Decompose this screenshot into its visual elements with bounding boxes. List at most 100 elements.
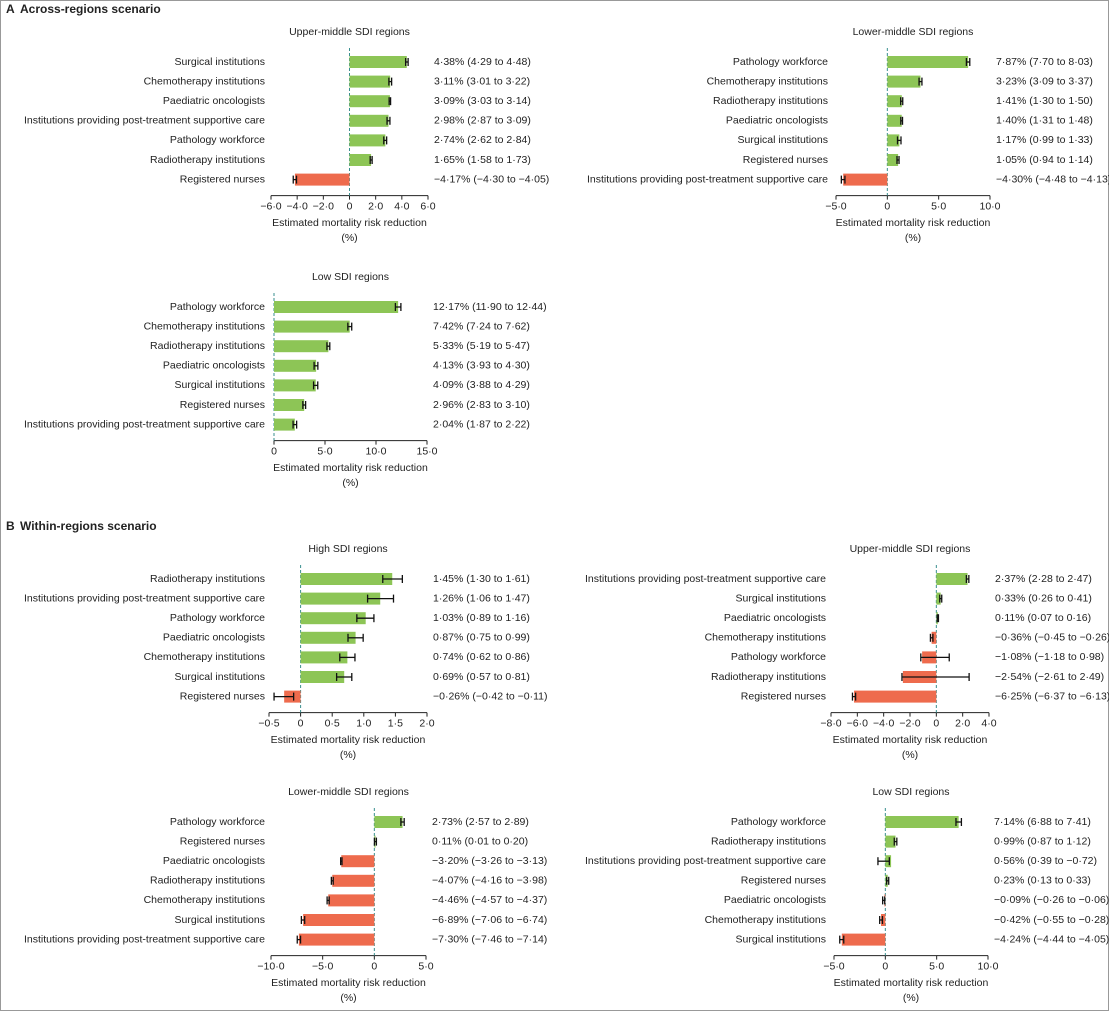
error-bar [918, 77, 923, 86]
category-label: Paediatric oncologists [163, 632, 265, 644]
category-label: Registered nurses [180, 835, 265, 847]
bar [300, 651, 348, 664]
error-bar [896, 156, 900, 164]
value-label: −0·09% (−0·26 to −0·06) [994, 894, 1109, 906]
error-bar [877, 857, 890, 866]
x-tick-label: 5·0 [317, 445, 332, 457]
bar [332, 874, 375, 887]
x-tick-label: −5·0 [825, 200, 846, 212]
error-bar [900, 116, 904, 125]
error-bar [302, 401, 307, 409]
bar [887, 114, 902, 127]
bar [887, 154, 899, 166]
error-bar [404, 58, 409, 66]
bar [349, 154, 372, 166]
x-tick-label: 5·0 [931, 200, 946, 212]
error-bar [330, 876, 334, 885]
error-bar [356, 614, 375, 623]
value-label: 1·05% (0·94 to 1·14) [996, 154, 1093, 166]
value-label: −1·08% (−1·18 to 0·98) [995, 651, 1104, 663]
x-tick-label: −2·0 [313, 200, 334, 212]
bar [328, 894, 375, 907]
value-label: −4·17% (−4·30 to −4·05) [434, 173, 549, 185]
category-label: Radiotherapy institutions [150, 340, 265, 352]
error-bar [851, 692, 857, 701]
category-label: Chemotherapy institutions [705, 914, 826, 926]
category-label: Surgical institutions [736, 933, 826, 945]
x-axis-label-box: Estimated mortality risk reduction (%) [271, 977, 426, 1004]
x-tick-label: −5·0 [312, 960, 333, 972]
bar [298, 933, 375, 946]
x-tick-label: 0 [884, 200, 890, 212]
category-label: Surgical institutions [736, 592, 826, 604]
chart-title: Lower-middle SDI regions [853, 26, 974, 38]
category-label: Institutions providing post-treatment su… [585, 573, 826, 585]
value-label: −0·42% (−0·55 to −0·28) [994, 914, 1109, 926]
value-label: 3·09% (3·03 to 3·14) [434, 95, 531, 107]
x-tick-label: −10·0 [257, 960, 284, 972]
value-label: 0·56% (0·39 to −0·72) [994, 855, 1097, 867]
category-label: Chemotherapy institutions [144, 651, 265, 663]
error-bar [896, 136, 902, 145]
x-axis-label-box: Estimated mortality risk reduction (%) [270, 733, 426, 761]
value-label: −6·89% (−7·06 to −6·74) [432, 914, 547, 926]
error-bar [273, 692, 295, 701]
x-tick-label: −6·0 [847, 717, 868, 729]
value-label: 1·45% (1·30 to 1·61) [433, 573, 530, 585]
bar [274, 301, 399, 313]
value-label: 7·42% (7·24 to 7·62) [433, 320, 530, 332]
category-label: Paediatric oncologists [724, 612, 826, 624]
chart-title: Low SDI regions [312, 271, 389, 283]
x-axis-label: Estimated mortality risk reduction (%) [832, 733, 988, 761]
x-tick-label: 6·0 [420, 200, 435, 212]
bar [843, 173, 888, 186]
x-axis-label-box: Estimated mortality risk reduction (%) [834, 977, 989, 1004]
bar [931, 631, 937, 644]
value-label: 2·74% (2·62 to 2·84) [434, 134, 531, 146]
error-bar [335, 673, 353, 681]
error-bar [929, 633, 934, 642]
bar [294, 173, 350, 186]
value-label: 0·23% (0·13 to 0·33) [994, 875, 1091, 887]
error-bar [292, 175, 298, 184]
bar [274, 340, 329, 353]
x-tick-label: 10·0 [979, 200, 1000, 212]
error-bar [339, 857, 343, 866]
x-axis-label: Estimated mortality risk reduction (%) [270, 733, 426, 761]
category-label: Pathology workforce [170, 612, 265, 624]
value-label: −6·25% (−6·37 to −6·13) [995, 690, 1109, 702]
bar [300, 592, 381, 605]
error-bar [313, 361, 319, 370]
category-label: Paediatric oncologists [726, 115, 828, 127]
x-axis-label: Estimated mortality risk reduction (%) [272, 216, 427, 244]
value-label: 12·17% (11·90 to 12·44) [433, 301, 547, 313]
x-axis-label-box: Estimated mortality risk reduction (%) [836, 217, 991, 244]
error-bar [394, 303, 402, 311]
category-label: Radiotherapy institutions [150, 154, 265, 166]
error-bar [326, 896, 330, 905]
bar [300, 631, 356, 644]
value-label: 4·13% (3·93 to 4·30) [433, 360, 530, 372]
bar [274, 399, 305, 411]
bar [887, 95, 902, 108]
category-label: Pathology workforce [731, 816, 826, 828]
value-label: −0·36% (−0·45 to −0·26) [995, 632, 1109, 644]
category-label: Paediatric oncologists [163, 855, 265, 867]
bar [349, 134, 386, 147]
error-bar [839, 935, 845, 944]
value-label: 1·03% (0·89 to 1·16) [433, 612, 530, 624]
section-letter: B [6, 519, 15, 533]
value-label: 5·33% (5·19 to 5·47) [433, 340, 530, 352]
category-label: Institutions providing post-treatment su… [24, 592, 265, 604]
chart-title: Upper-middle SDI regions [289, 26, 410, 38]
category-label: Chemotherapy institutions [705, 632, 826, 644]
value-label: −4·30% (−4·48 to −4·13) [996, 173, 1109, 185]
value-label: 1·65% (1·58 to 1·73) [434, 154, 531, 166]
x-tick-label: 0 [271, 445, 277, 457]
x-axis-label: Estimated mortality risk reduction (%) [273, 461, 428, 489]
error-bar [312, 381, 319, 390]
section-title: Across-regions scenario [20, 2, 161, 16]
category-label: Pathology workforce [170, 816, 265, 828]
